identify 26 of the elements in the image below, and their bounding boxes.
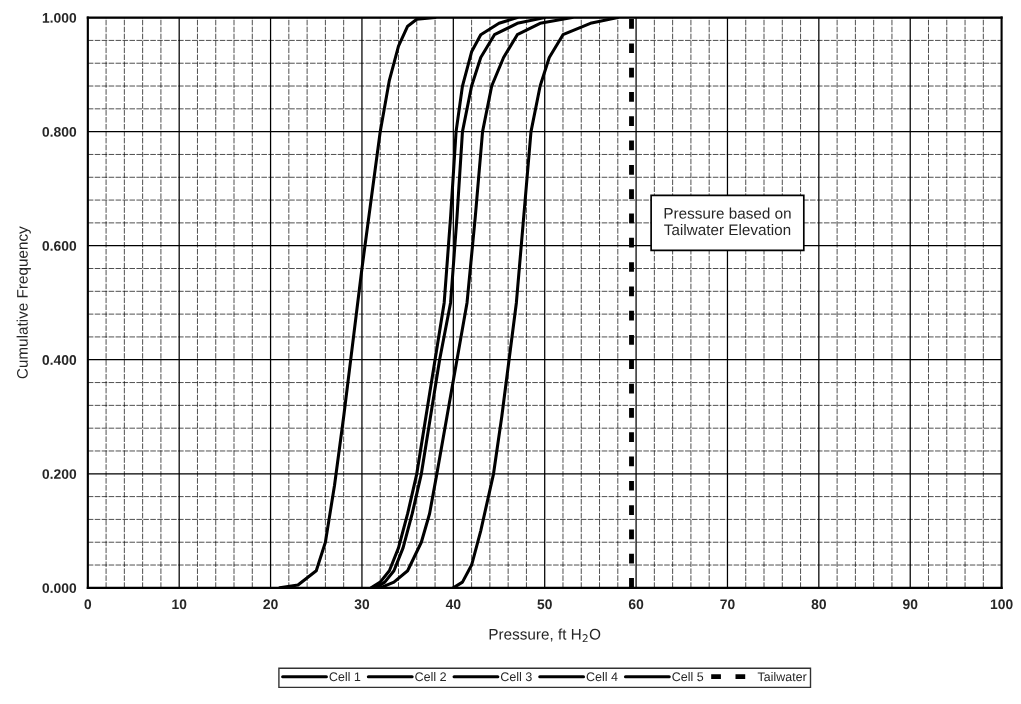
x-tick-label: 0	[84, 599, 92, 610]
y-tick-label: 1.000	[42, 12, 77, 23]
legend-label: Cell 3	[500, 671, 532, 682]
x-tick-label: 70	[720, 599, 735, 610]
x-tick-label: 80	[811, 599, 826, 610]
legend-label: Cell 1	[329, 671, 361, 682]
y-tick-label: 0.800	[42, 126, 77, 137]
x-tick-label: 100	[990, 599, 1013, 610]
x-tick-label: 30	[354, 599, 370, 610]
x-tick-label: 20	[263, 599, 278, 610]
x-tick-label: 10	[172, 599, 187, 610]
x-tick-label: 60	[628, 599, 644, 610]
x-tick-label: 40	[445, 599, 461, 610]
annotation: Pressure based on Tailwater Elevation	[664, 207, 791, 236]
x-axis-title: Pressure, ft H$_{2}$O	[489, 628, 601, 643]
legend-label: Cell 4	[586, 671, 618, 682]
x-tick-label: 90	[902, 599, 918, 610]
legend-label: Cell 2	[415, 671, 446, 682]
y-tick-label: 0.400	[42, 355, 77, 365]
y-tick-label: 0.200	[42, 469, 77, 479]
y-tick-label: 0.000	[42, 583, 77, 594]
x-tick-label: 50	[537, 599, 552, 610]
y-tick-label: 0.600	[42, 241, 77, 251]
legend-label: Cell 5	[672, 671, 704, 682]
y-axis-title: Cumulative Frequency	[16, 226, 31, 379]
legend-label: Tailwater	[757, 671, 807, 682]
